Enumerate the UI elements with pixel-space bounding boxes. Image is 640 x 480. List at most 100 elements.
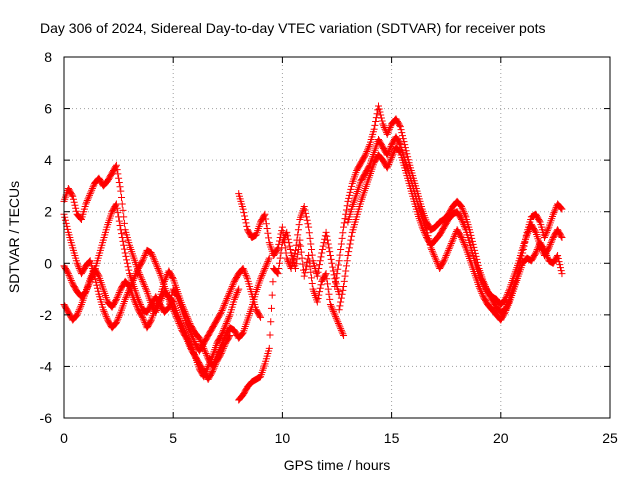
data-point — [178, 301, 186, 309]
data-point — [211, 361, 219, 369]
data-point — [361, 151, 369, 159]
data-point — [273, 245, 281, 253]
data-point — [196, 336, 204, 344]
y-tick-label: 4 — [44, 152, 52, 168]
data-point — [228, 282, 236, 290]
data-point — [171, 309, 179, 317]
data-point — [532, 247, 540, 255]
data-point — [384, 162, 392, 170]
x-tick-label: 25 — [602, 430, 618, 446]
data-point — [112, 319, 120, 327]
data-point — [87, 188, 95, 196]
data-point — [184, 338, 192, 346]
data-point — [286, 242, 294, 250]
data-point — [73, 259, 81, 267]
data-point — [340, 277, 348, 285]
data-point — [385, 127, 393, 135]
data-point — [101, 309, 109, 317]
data-point — [222, 296, 230, 304]
data-point — [262, 263, 270, 271]
data-point — [323, 275, 331, 283]
data-point — [174, 316, 182, 324]
data-point — [458, 217, 466, 225]
data-point — [345, 191, 353, 199]
data-point — [123, 290, 131, 298]
data-point — [258, 271, 266, 279]
data-point — [265, 254, 273, 262]
data-point — [306, 234, 314, 242]
data-point — [264, 258, 272, 266]
data-point — [139, 315, 147, 323]
data-point — [116, 183, 124, 191]
data-point — [127, 282, 135, 290]
data-point — [136, 272, 144, 280]
y-axis-label: SDTVAR / TECUs — [6, 181, 22, 293]
data-point — [82, 200, 90, 208]
data-point — [302, 262, 310, 270]
data-point — [554, 252, 562, 260]
data-point — [217, 310, 225, 318]
data-point — [262, 215, 270, 223]
data-point — [316, 257, 324, 265]
data-point — [113, 204, 121, 212]
data-point — [386, 144, 394, 152]
data-point — [226, 288, 234, 296]
data-point — [338, 290, 346, 298]
data-point — [280, 234, 288, 241]
data-point — [442, 252, 450, 260]
data-point — [116, 221, 124, 229]
data-point — [115, 213, 123, 221]
data-point — [141, 252, 149, 260]
data-point — [477, 288, 485, 296]
data-point — [292, 246, 300, 254]
data-point — [112, 161, 120, 169]
data-point — [313, 272, 321, 280]
x-tick-label: 0 — [60, 430, 68, 446]
data-point — [305, 223, 313, 231]
data-point — [543, 227, 551, 235]
data-point — [69, 195, 77, 203]
data-point — [64, 225, 72, 233]
data-point — [328, 304, 336, 312]
data-point — [140, 253, 148, 261]
data-point — [478, 289, 486, 297]
data-point — [240, 266, 248, 274]
data-point — [198, 339, 206, 347]
data-point — [288, 261, 296, 269]
data-point — [460, 209, 468, 217]
data-point — [383, 164, 391, 172]
data-point — [426, 241, 434, 249]
data-point — [378, 117, 386, 125]
series-track-d — [60, 210, 234, 383]
data-point — [265, 344, 273, 352]
data-point — [459, 237, 467, 245]
data-point — [220, 301, 228, 309]
data-point — [503, 303, 511, 311]
data-point — [84, 195, 92, 203]
data-point — [88, 185, 96, 193]
data-point — [543, 228, 551, 236]
data-point — [155, 296, 163, 304]
data-point — [342, 206, 350, 214]
data-point — [460, 240, 468, 248]
data-point — [132, 301, 140, 309]
data-point — [148, 251, 156, 259]
data-point — [203, 353, 211, 361]
data-point — [119, 237, 127, 245]
data-point — [241, 270, 249, 278]
data-point — [200, 344, 208, 352]
data-point — [221, 300, 229, 308]
data-point — [256, 312, 264, 320]
data-point — [92, 278, 100, 286]
data-point — [181, 307, 189, 315]
data-point — [131, 299, 139, 307]
data-point — [322, 270, 330, 278]
data-point — [332, 313, 340, 321]
data-point — [540, 234, 548, 241]
data-point — [152, 259, 160, 267]
data-point — [341, 272, 349, 280]
data-point — [558, 270, 566, 278]
data-point — [316, 288, 324, 296]
data-point — [458, 235, 466, 243]
data-point — [338, 328, 346, 336]
